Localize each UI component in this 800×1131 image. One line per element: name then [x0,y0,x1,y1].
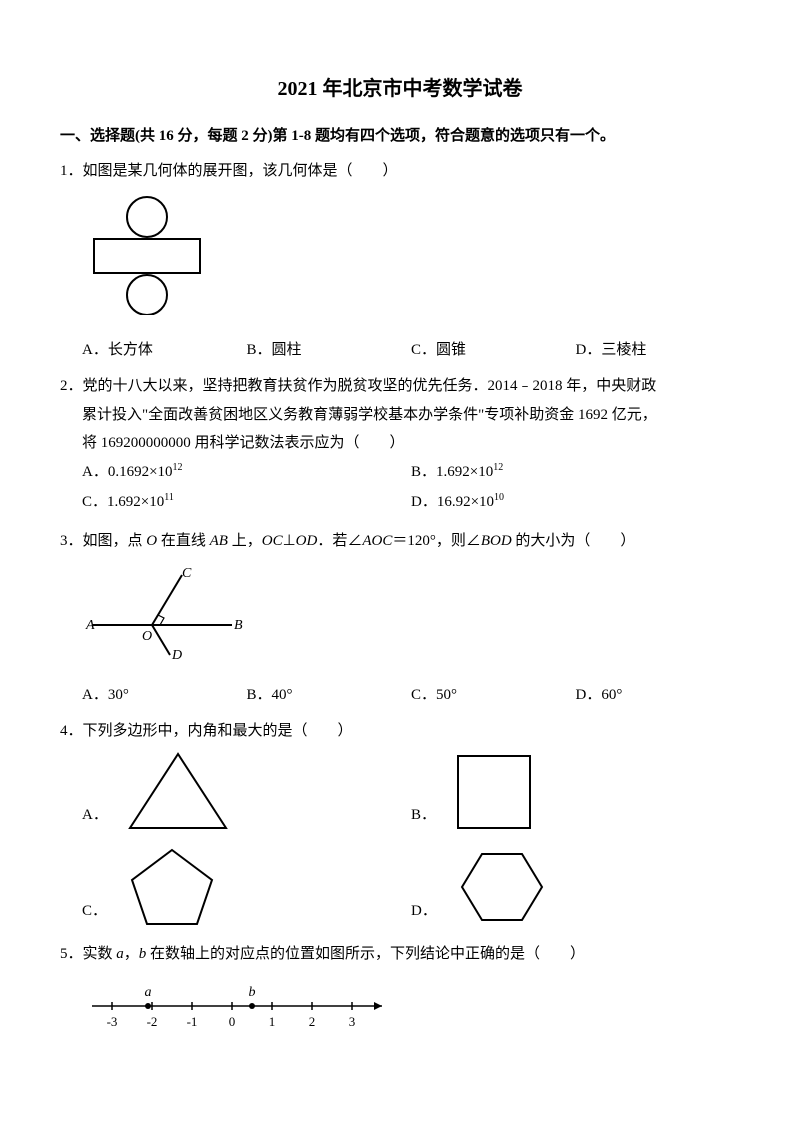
pentagon-icon [117,842,227,932]
q3-t2: 在直线 [157,533,210,549]
q4-optD: D． [411,842,740,932]
q2-optA-sup: 12 [173,462,183,473]
q4-row2: C． D． [60,842,740,932]
q3-optC: C．50° [411,681,576,710]
question-5: 5． 实数 a，b 在数轴上的对应点的位置如图所示，下列结论中正确的是（ ） -… [60,940,740,1044]
hexagon-icon [447,842,557,932]
q4-optA-label: A． [82,801,108,836]
q5-c: ， [124,946,139,962]
question-2: 2． 党的十八大以来，坚持把教育扶贫作为脱贫攻坚的优先任务．2014﹣2018 … [60,372,740,519]
q4-text: 下列多边形中，内角和最大的是（ ） [83,717,740,746]
section-header: 一、选择题(共 16 分，每题 2 分)第 1-8 题均有四个选项，符合题意的选… [60,122,740,151]
q2-number: 2． [60,372,83,401]
q3-O: O [146,533,157,549]
q3-t4: ．若∠ [317,533,362,549]
q5-rest: 在数轴上的对应点的位置如图所示，下列结论中正确的是（ ） [146,946,585,962]
svg-text:a: a [145,985,152,1000]
svg-text:-2: -2 [147,1014,158,1029]
q3-optB: B．40° [247,681,412,710]
q2-optA-pre: A．0.1692×10 [82,464,173,480]
q2-optD-sup: 10 [494,492,504,503]
q4-row1: A． B． [60,746,740,836]
q2-optB: B．1.692×1012 [411,458,740,487]
q3-fig-A: A [85,618,95,633]
q1-optD: D．三棱柱 [576,336,741,365]
page-title: 2021 年北京市中考数学试卷 [60,70,740,108]
q3-fig-O: O [142,629,152,644]
q5-text: 实数 a，b 在数轴上的对应点的位置如图所示，下列结论中正确的是（ ） [83,940,740,969]
svg-text:3: 3 [349,1014,356,1029]
svg-text:2: 2 [309,1014,316,1029]
svg-text:b: b [249,985,256,1000]
q1-number: 1． [60,157,83,186]
q5-number: 5． [60,940,83,969]
q4-optC-label: C． [82,897,107,932]
q5-pre: 实数 [83,946,117,962]
question-4: 4． 下列多边形中，内角和最大的是（ ） A． B． C． D． [60,717,740,932]
q2-optC-sup: 11 [164,492,174,503]
q1-optC: C．圆锥 [411,336,576,365]
q2-optB-sup: 12 [493,462,503,473]
q5-figure: -3 -2 -1 0 1 2 3 a b [60,978,740,1044]
q3-OC: OC [262,533,283,549]
q4-optB: B． [411,746,740,836]
q4-number: 4． [60,717,83,746]
q3-t5: ＝120°，则∠ [392,533,481,549]
svg-text:0: 0 [229,1014,236,1029]
triangle-icon [118,746,238,836]
q3-options: A．30° B．40° C．50° D．60° [60,681,740,710]
q4-optD-label: D． [411,897,437,932]
q3-text: 如图，点 O 在直线 AB 上，OC⊥OD．若∠AOC＝120°，则∠BOD 的… [83,527,740,556]
q2-optD: D．16.92×1010 [411,488,740,517]
q3-number: 3． [60,527,83,556]
q2-line3: 将 169200000000 用科学记数法表示应为（ ） [60,429,740,458]
question-1: 1． 如图是某几何体的展开图，该几何体是（ ） A．长方体 B．圆柱 C．圆锥 … [60,157,740,365]
q2-options: A．0.1692×1012 B．1.692×1012 C．1.692×1011 … [60,458,740,519]
q4-optC: C． [82,842,411,932]
q1-text: 如图是某几何体的展开图，该几何体是（ ） [83,157,740,186]
q3-t3: 上， [228,533,262,549]
q3-t1: 如图，点 [83,533,147,549]
q1-optA: A．长方体 [82,336,247,365]
q2-optC-pre: C．1.692×10 [82,494,164,510]
q3-fig-D: D [171,648,182,660]
q3-AB: AB [210,533,228,549]
q2-optD-pre: D．16.92×10 [411,494,494,510]
q3-t6: 的大小为（ ） [512,533,636,549]
q2-optA: A．0.1692×1012 [82,458,411,487]
q3-perp: ⊥ [283,533,296,549]
q2-line2: 累计投入"全面改善贫困地区义务教育薄弱学校基本办学条件"专项补助资金 1692 … [60,401,740,430]
q2-optB-pre: B．1.692×10 [411,464,493,480]
q4-optB-label: B． [411,801,436,836]
svg-text:-3: -3 [107,1014,118,1029]
q3-optA: A．30° [82,681,247,710]
q3-BOD: BOD [481,533,512,549]
q3-figure: A B C D O [60,565,740,671]
q2-line1: 党的十八大以来，坚持把教育扶贫作为脱贫攻坚的优先任务．2014﹣2018 年，中… [83,372,740,401]
q1-options: A．长方体 B．圆柱 C．圆锥 D．三棱柱 [60,336,740,365]
question-3: 3． 如图，点 O 在直线 AB 上，OC⊥OD．若∠AOC＝120°，则∠BO… [60,527,740,710]
q4-optA: A． [82,746,411,836]
q3-fig-B: B [234,618,243,633]
q3-fig-C: C [182,566,192,581]
q2-optC: C．1.692×1011 [82,488,411,517]
square-icon [446,746,546,836]
q3-AOC: AOC [362,533,392,549]
q5-a: a [116,946,124,962]
svg-text:-1: -1 [187,1014,198,1029]
svg-text:1: 1 [269,1014,276,1029]
q1-optB: B．圆柱 [247,336,412,365]
q3-optD: D．60° [576,681,741,710]
q1-figure [60,195,740,326]
q3-OD: OD [296,533,318,549]
